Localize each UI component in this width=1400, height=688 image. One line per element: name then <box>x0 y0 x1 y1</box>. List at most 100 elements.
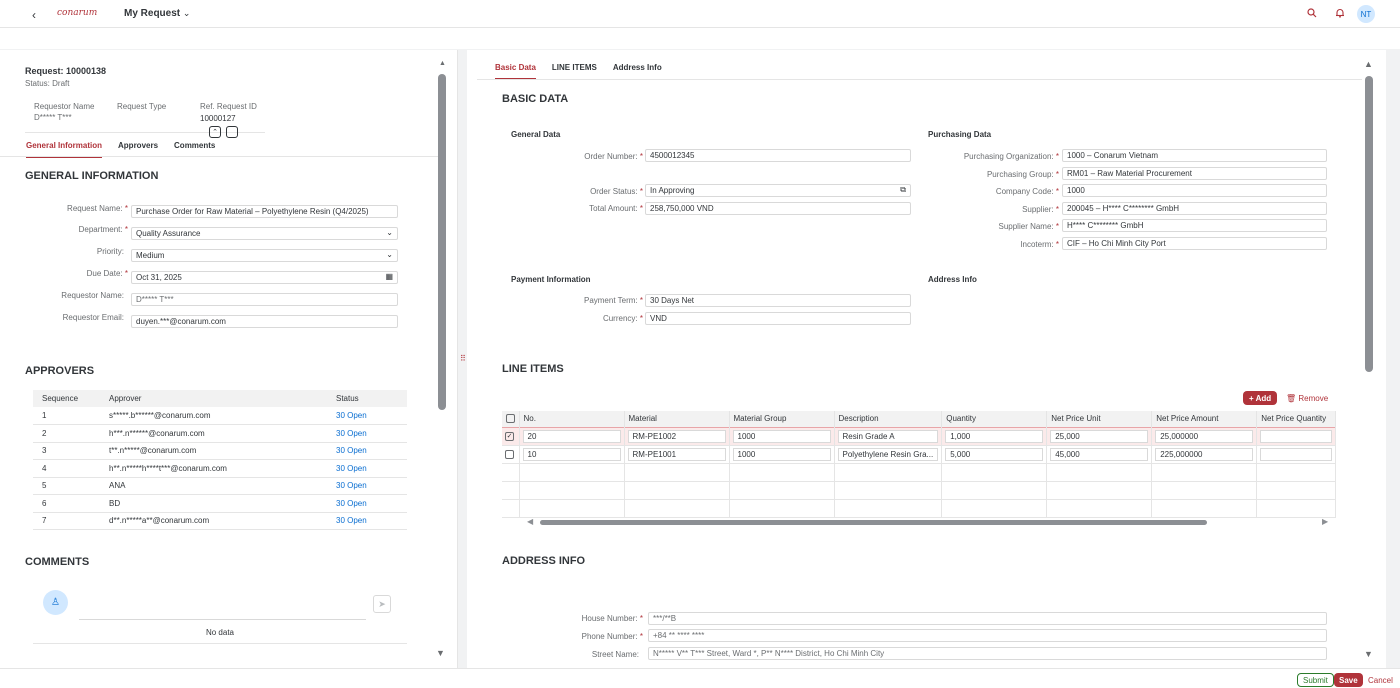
order-number-input[interactable]: 4500012345 <box>645 149 911 162</box>
scroll-up-icon[interactable]: ▲ <box>439 60 446 67</box>
supplier-input[interactable]: 200045 – H**** C******** GmbH <box>1062 202 1327 215</box>
comment-input[interactable] <box>79 592 366 620</box>
table-row[interactable]: 5 ANA 30 Open <box>33 477 407 495</box>
panel-splitter[interactable]: ⠿ <box>458 50 467 668</box>
table-row[interactable]: 10 RM-PE1001 1000 Polyethylene Resin Gra… <box>502 445 1336 464</box>
phone-number-input[interactable]: +84 ** **** **** <box>648 629 1327 642</box>
payment-term-input[interactable]: 30 Days Net <box>645 294 911 307</box>
row-checkbox[interactable] <box>502 445 520 464</box>
requestor-name-label: Requestor Name <box>34 102 95 111</box>
company-code-input[interactable]: 1000 <box>1062 184 1327 197</box>
scroll-down-icon[interactable]: ▼ <box>1364 649 1373 659</box>
no-input[interactable]: 20 <box>522 429 621 443</box>
purchasing-group-input[interactable]: RM01 – Raw Material Procurement <box>1062 167 1327 180</box>
table-row[interactable]: ✓ 20 RM-PE1002 1000 Resin Grade A 1,000 … <box>502 426 1336 446</box>
quantity-input[interactable]: 1,000 <box>945 429 1044 443</box>
description-input[interactable]: Polyethylene Resin Gra... <box>837 447 939 461</box>
column-header-net-price-amount[interactable]: Net Price Amount <box>1151 411 1258 427</box>
column-header-no[interactable]: No. <box>519 411 625 427</box>
purchasing-organization-input[interactable]: 1000 – Conarum Vietnam <box>1062 149 1327 162</box>
department-select[interactable]: Quality Assurance ⌄ <box>131 227 398 240</box>
left-scrollbar[interactable] <box>438 74 446 410</box>
net-price-quantity-input[interactable] <box>1260 429 1332 443</box>
requestor-email-label: Requestor Email: <box>62 313 124 322</box>
drag-handle-icon[interactable]: ⠿ <box>460 354 466 363</box>
no-input[interactable]: 10 <box>522 447 621 461</box>
search-icon[interactable] <box>1307 8 1317 18</box>
due-date-picker[interactable]: Oct 31, 2025 ▦ <box>131 271 398 284</box>
chevron-down-icon: ⌄ <box>386 228 393 237</box>
chevron-up-icon: ⌃ <box>212 129 218 136</box>
material-group-input[interactable]: 1000 <box>732 447 831 461</box>
send-icon[interactable]: ➤ <box>373 595 391 613</box>
order-status-input[interactable]: In Approving ⧉ <box>645 184 911 197</box>
tab-comments[interactable]: Comments <box>174 141 216 150</box>
user-avatar[interactable]: NT <box>1357 5 1375 23</box>
company-code-label: Company Code: * <box>995 187 1059 196</box>
save-button[interactable]: Save <box>1334 673 1363 687</box>
request-name-label: Request Name: * <box>67 204 128 213</box>
table-row[interactable]: 1 s*****.b******@conarum.com 30 Open <box>33 407 407 425</box>
material-input[interactable]: RM-PE1001 <box>627 447 726 461</box>
supplier-name-input[interactable]: H**** C******** GmbH <box>1062 219 1327 232</box>
add-line-item-button[interactable]: + Add <box>1243 391 1278 405</box>
column-header-description[interactable]: Description <box>834 411 943 427</box>
bell-icon[interactable] <box>1335 8 1345 18</box>
row-checkbox[interactable]: ✓ <box>502 426 520 446</box>
table-row[interactable]: 4 h**.n*****h****t***@conarum.com 30 Open <box>33 459 407 478</box>
column-header-quantity[interactable]: Quantity <box>941 411 1048 427</box>
table-row[interactable]: 6 BD 30 Open <box>33 494 407 513</box>
column-header-net-price-quantity[interactable]: Net Price Quantity <box>1256 411 1336 427</box>
horizontal-scrollbar[interactable] <box>540 520 1207 525</box>
remove-line-item-button[interactable]: 🗑 Remove <box>1286 391 1328 405</box>
requestor-email-input[interactable]: duyen.***@conarum.com <box>131 315 398 328</box>
column-header-material[interactable]: Material <box>624 411 730 427</box>
incoterm-input[interactable]: CIF – Ho Chi Minh City Port <box>1062 237 1327 250</box>
right-scrollbar[interactable] <box>1365 76 1373 372</box>
table-row[interactable]: 2 h***.n******@conarum.com 30 Open <box>33 424 407 443</box>
select-all-checkbox[interactable] <box>502 411 520 427</box>
house-number-input[interactable]: ***/**B <box>648 612 1327 625</box>
tab-approvers[interactable]: Approvers <box>118 141 159 150</box>
calendar-icon[interactable]: ▦ <box>385 272 393 281</box>
approver-cell: ANA <box>100 477 327 495</box>
request-name-input[interactable]: Purchase Order for Raw Material – Polyet… <box>131 205 398 218</box>
quantity-input[interactable]: 5,000 <box>945 447 1044 461</box>
net-price-unit-input[interactable]: 25,000 <box>1050 429 1149 443</box>
material-group-input[interactable]: 1000 <box>732 429 831 443</box>
tab-address-info[interactable]: Address Info <box>612 63 662 72</box>
priority-select[interactable]: Medium ⌄ <box>131 249 398 262</box>
pin-header-button[interactable] <box>226 126 238 138</box>
collapse-header-button[interactable]: ⌃ <box>209 126 221 138</box>
column-header-net-price-unit[interactable]: Net Price Unit <box>1046 411 1153 427</box>
table-row[interactable]: 3 t**.n*****@conarum.com 30 Open <box>33 442 407 460</box>
net-price-unit-input[interactable]: 45,000 <box>1050 447 1149 461</box>
currency-input[interactable]: VND <box>645 312 911 325</box>
net-price-quantity-input[interactable] <box>1260 447 1332 461</box>
value-help-icon[interactable]: ⧉ <box>900 185 906 194</box>
street-name-input[interactable]: N***** V** T*** Street, Ward *, P** N***… <box>648 647 1327 660</box>
submit-button[interactable]: Submit <box>1297 673 1334 687</box>
app-title-menu[interactable]: My Request ⌄ <box>124 8 190 19</box>
tab-basic-data[interactable]: Basic Data <box>495 63 536 80</box>
table-row[interactable]: 7 d**.n*****a**@conarum.com 30 Open <box>33 512 407 530</box>
scroll-down-icon[interactable]: ▼ <box>436 648 445 658</box>
purchasing-organization-label: Purchasing Organization: * <box>963 152 1059 161</box>
tab-general-information[interactable]: General Information <box>26 141 103 158</box>
tab-line-items[interactable]: LINE ITEMS <box>551 63 597 72</box>
scroll-right-icon[interactable]: ▶ <box>1322 517 1329 526</box>
requestor-name-input[interactable]: D***** T*** <box>131 293 398 306</box>
cancel-button[interactable]: Cancel <box>1368 673 1393 687</box>
net-price-amount-input[interactable]: 25,000000 <box>1155 429 1254 443</box>
scroll-up-icon[interactable]: ▲ <box>1364 59 1373 69</box>
column-header-material-group[interactable]: Material Group <box>729 411 835 427</box>
column-header-approver[interactable]: Approver <box>100 390 327 407</box>
column-header-sequence[interactable]: Sequence <box>33 390 100 407</box>
total-amount-input[interactable]: 258,750,000 VND <box>645 202 911 215</box>
back-icon[interactable]: ‹ <box>32 8 36 22</box>
material-input[interactable]: RM-PE1002 <box>627 429 726 443</box>
description-input[interactable]: Resin Grade A <box>837 429 939 443</box>
scroll-left-icon[interactable]: ◀ <box>527 517 534 526</box>
column-header-status[interactable]: Status <box>327 390 407 407</box>
net-price-amount-input[interactable]: 225,000000 <box>1155 447 1254 461</box>
